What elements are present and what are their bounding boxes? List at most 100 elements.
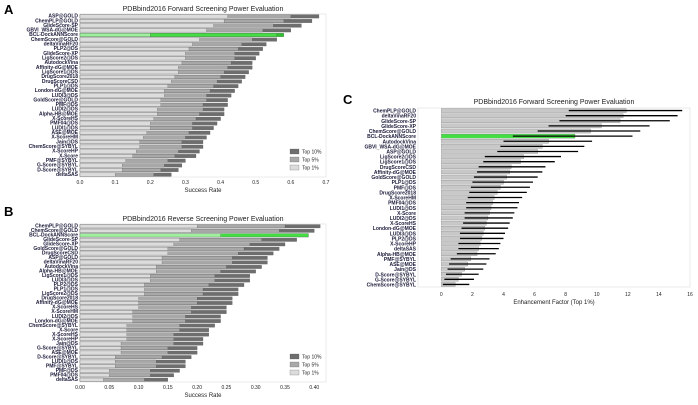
a-category-label-19: PMF@DS	[56, 102, 79, 108]
c-category-label-17: X-ScoreHM	[389, 196, 416, 202]
a-bar-top1-19	[79, 102, 161, 107]
b-bar-top1-23	[79, 328, 127, 332]
c-category-label-30: ASE@MOE	[389, 262, 416, 268]
b-bar-top1-15	[79, 292, 145, 296]
a-legend-swatch-1	[289, 156, 300, 163]
c-category-label-12: Affinity-dG@MOE	[374, 170, 417, 176]
a-bar-top1-6	[79, 42, 193, 47]
a-bar-top1-12	[79, 70, 179, 75]
b-category-label-17: Affinity-dG@MOE	[36, 300, 79, 306]
a-bar-top1-20	[79, 107, 158, 112]
b-bar-top1-3	[79, 237, 180, 242]
c-xtick-7: 14	[656, 292, 662, 298]
chart-reverse-success-rate: PDBbind2016 Reverse Screening Power Eval…	[29, 216, 327, 399]
a-bar-top1-31	[79, 158, 126, 163]
b-category-label-24: X-ScoreHS	[52, 332, 79, 338]
a-category-label-7: PLP2@DS	[54, 46, 79, 52]
c-category-label-5: BCL-DockANNScore	[367, 134, 416, 140]
b-category-label-29: D-Score@SYBYL	[37, 354, 78, 360]
b-bar-top1-4	[79, 242, 174, 247]
a-bar-top1-32	[79, 163, 123, 168]
c-category-label-28: Alpha-HB@MOE	[377, 252, 417, 258]
b-category-label-12: LUDI3@DS	[52, 278, 79, 284]
b-xtick-3: 0.15	[163, 385, 173, 391]
a-category-label-25: ASE@MOE	[51, 130, 78, 136]
a-bar-top1-16	[79, 88, 165, 93]
b-category-label-20: LUDI2@DS	[52, 314, 79, 320]
a-category-label-21: Alpha-HB@MOE	[39, 111, 79, 117]
b-legend-label-0: Top 10%	[302, 355, 322, 361]
b-title: PDBbind2016 Reverse Screening Power Eval…	[122, 216, 283, 223]
a-bar-top1-7	[79, 47, 190, 51]
c-title: PDBbind2016 Forward Screening Power Eval…	[474, 99, 635, 106]
c-category-label-13: GoldScore@GOLD	[371, 175, 416, 181]
c-category-label-21: LUDI2@DS	[390, 216, 417, 222]
b-bar-top1-2	[79, 233, 221, 238]
c-category-label-14: PLP1@DS	[392, 180, 417, 186]
b-bar-top1-7	[79, 256, 163, 260]
a-xtick-3: 0.3	[182, 180, 189, 186]
a-category-label-5: ChemScore@GOLD	[31, 37, 78, 43]
c-category-label-10: LigScore1@DS	[380, 160, 417, 166]
a-bar-top1-26	[79, 135, 144, 140]
b-bar-top1-22	[79, 323, 127, 328]
b-xtick-7: 0.35	[280, 385, 290, 391]
b-bar-top1-6	[79, 251, 168, 256]
c-xtick-0: 0	[440, 292, 443, 298]
b-bar-top1-28	[79, 350, 122, 355]
b-bar-top1-32	[79, 368, 110, 373]
panel-label-b: B	[4, 204, 13, 219]
a-bar-top1-5	[79, 37, 200, 42]
b-category-label-25: X-ScoreHP	[52, 336, 79, 342]
c-category-label-25: PLP2@DS	[392, 236, 417, 242]
a-category-label-29: X-ScoreHP	[52, 149, 79, 155]
b-bar-top1-18	[79, 305, 139, 310]
a-category-label-10: AutodockVina	[44, 60, 78, 66]
c-xlabel: Enhancement Factor (Top 1%)	[513, 300, 594, 306]
a-title: PDBbind2016 Forward Screening Power Eval…	[123, 6, 284, 13]
b-bar-top1-24	[79, 332, 127, 337]
a-legend-label-0: Top 10%	[302, 150, 322, 156]
b-bar-top1-19	[79, 310, 133, 314]
a-bar-top1-2	[79, 23, 214, 28]
a-category-label-6: deltaVinaRF20	[44, 42, 79, 48]
b-category-label-10: Alpha-HB@MOE	[39, 269, 79, 275]
b-category-label-33: PMF04@DS	[50, 372, 79, 378]
a-xtick-0: 0.0	[77, 180, 84, 186]
b-xtick-1: 0.05	[104, 385, 114, 391]
b-bar-top1-25	[79, 337, 127, 341]
c-xtick-1: 2	[471, 292, 474, 298]
a-bar-top1-33	[79, 168, 123, 172]
b-bar-top1-26	[79, 341, 122, 346]
b-category-label-19: X-ScoreHM	[51, 309, 78, 315]
b-category-label-6: DrugScoreCSD	[42, 251, 79, 257]
b-xtick-4: 0.20	[192, 385, 202, 391]
b-xlabel: Success Rate	[184, 393, 222, 399]
b-category-label-28: ASE@MOE	[51, 350, 78, 356]
chart-enhancement-factor: PDBbind2016 Forward Screening Power Eval…	[364, 99, 693, 306]
b-xtick-2: 0.10	[134, 385, 144, 391]
c-category-label-0: ChemPLP@GOLD	[373, 109, 416, 115]
a-category-label-18: GoldScore@GOLD	[33, 97, 78, 103]
b-category-label-18: X-ScoreHS	[52, 305, 79, 311]
a-bar-top1-9	[79, 56, 186, 61]
b-bar-top1-14	[79, 287, 145, 292]
a-category-label-28: ChemScore@SYBYL	[29, 144, 78, 150]
a-category-label-26: X-ScoreHM	[51, 135, 78, 141]
b-bar-top1-34	[79, 377, 104, 382]
a-category-label-2: GlideScore-SP	[43, 23, 78, 29]
b-category-label-0: ChemPLP@GOLD	[35, 223, 78, 229]
c-xtick-5: 10	[594, 292, 600, 298]
a-category-label-3: GBVI_WSA-dG@MOE	[26, 28, 78, 34]
b-category-label-16: DrugScore2018	[41, 296, 78, 302]
b-category-label-23: X-Score	[59, 327, 78, 333]
a-bar-top1-28	[79, 144, 140, 149]
c-category-label-26: X-ScoreHP	[390, 242, 417, 248]
a-bar-top1-3	[79, 28, 207, 33]
b-bar-top1-13	[79, 283, 145, 287]
b-bar-top1-0	[79, 224, 198, 229]
a-xtick-1: 0.1	[112, 180, 119, 186]
a-category-label-14: DrugScoreCSD	[42, 79, 79, 85]
c-category-label-27: deltaSAS	[394, 247, 417, 253]
b-category-label-3: GlideScore-SP	[43, 237, 78, 243]
